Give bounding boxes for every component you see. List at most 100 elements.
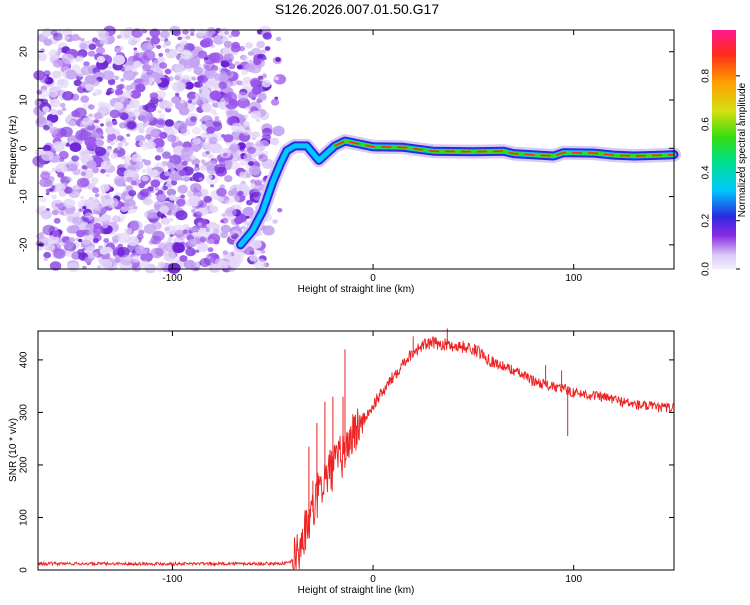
noise-blob [182,223,190,230]
noise-blob [50,108,58,116]
noise-blob [51,70,62,79]
noise-blob [190,228,196,233]
noise-blob [143,223,157,235]
noise-blob [245,215,250,219]
noise-blob [253,258,267,270]
noise-blob [88,104,95,110]
noise-blob [74,211,81,217]
noise-blob [182,229,188,234]
noise-blob [106,197,119,208]
noise-blob [198,63,203,68]
noise-blob [73,79,82,87]
noise-blob [90,177,99,185]
colorbar: 0.0 0.2 0.4 0.6 0.8 Normalized spectral ampl… [701,30,748,276]
noise-blob [171,96,181,104]
noise-blob [244,206,254,215]
noise-blob [243,153,253,162]
noise-blob [53,217,61,224]
noise-blob [45,74,50,78]
noise-blob [63,198,76,209]
colorbar-tick-label: 0.6 [701,117,712,131]
noise-blob [192,212,198,217]
y-tick-label: 0 [19,145,30,151]
noise-blob [90,216,99,225]
noise-blob [75,129,89,141]
noise-blob [205,228,210,232]
noise-blob [96,265,102,270]
noise-blob [102,223,109,229]
noise-blob [249,250,255,255]
noise-blob [204,68,217,80]
noise-blob [159,37,166,42]
noise-blob [141,168,147,174]
noise-blob [258,153,268,162]
noise-blob [164,48,171,53]
noise-blob [159,113,166,119]
y-tick-label: 400 [19,351,30,368]
noise-blob [86,160,97,169]
noise-blob [124,227,133,235]
spectrogram-frame [37,29,675,270]
noise-blob [45,192,50,196]
noise-blob [154,155,162,161]
noise-blob [247,146,256,154]
noise-blob [146,141,156,150]
noise-blob [49,126,59,135]
noise-blob [247,51,254,56]
noise-blob [199,165,207,171]
noise-blob [91,167,100,174]
noise-blob [139,56,150,65]
noise-blob [241,225,246,230]
noise-blob [250,239,262,249]
noise-blob [80,171,87,176]
noise-blob [66,35,70,40]
noise-blob [150,247,164,259]
noise-blob [234,61,241,66]
noise-blob [48,49,59,58]
noise-blob [36,89,43,95]
y-tick-label: 200 [19,456,30,473]
noise-blob [116,147,121,151]
noise-blob [83,256,93,264]
noise-blob [192,137,201,145]
noise-blob [164,119,174,127]
noise-blob [255,140,264,147]
noise-blob [49,98,61,108]
noise-blob [180,49,193,60]
noise-blob [71,64,81,72]
x-tick-label: 0 [370,273,376,284]
noise-blob [141,79,149,86]
noise-blob [66,176,72,181]
noise-blob [103,238,110,243]
noise-blob [230,44,241,53]
noise-blob [95,127,103,134]
colorbar-ticks: 0.0 0.2 0.4 0.6 0.8 [701,68,740,276]
x-tick-label: 100 [565,273,582,284]
colorbar-tick-label: 0.8 [701,68,712,82]
noise-blob [220,224,231,234]
noise-blob [61,141,67,146]
noise-blob [84,136,97,147]
noise-blob [133,206,138,210]
noise-blob [136,233,144,240]
noise-blob [207,175,213,180]
noise-blob [208,238,215,244]
noise-blob [93,119,99,124]
noise-blob [39,196,47,203]
noise-blob [169,154,182,165]
noise-blob [114,88,124,96]
noise-blob [231,122,244,133]
noise-blob [157,110,162,114]
noise-blob [131,254,141,263]
noise-blob [172,29,181,37]
noise-blob [219,73,229,82]
noise-blob [107,78,116,86]
noise-blob [248,161,254,166]
noise-blob [48,89,59,98]
noise-blob [181,36,186,40]
noise-blob [117,142,124,148]
figure-title: S126.2026.007.01.50.G17 [275,1,439,17]
noise-blob [178,169,187,177]
